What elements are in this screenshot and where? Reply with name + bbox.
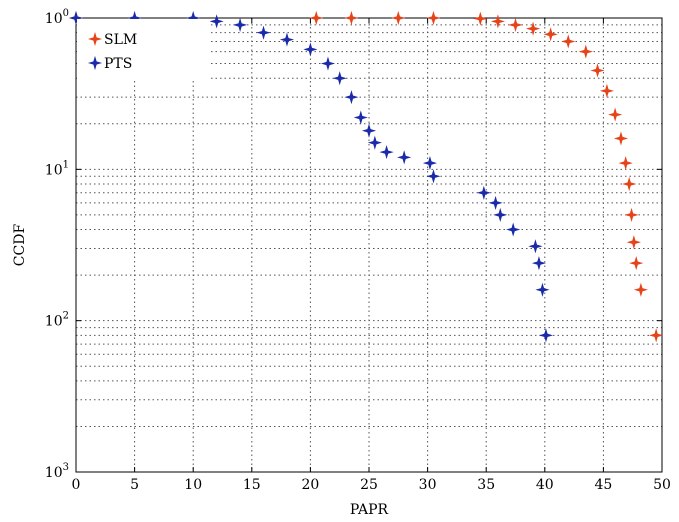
marker-pts <box>344 90 359 105</box>
marker-slm <box>624 207 639 222</box>
marker-pts <box>379 145 394 160</box>
legend: SLM PTS <box>77 19 210 80</box>
x-tick-label: 20 <box>301 477 319 493</box>
marker-pts <box>531 256 547 271</box>
marker-slm <box>344 10 359 26</box>
marker-pts <box>361 123 377 138</box>
data-markers <box>68 10 664 343</box>
marker-slm <box>649 328 664 343</box>
legend-marker-pts <box>87 55 103 71</box>
marker-slm <box>618 156 633 171</box>
marker-slm <box>526 21 541 36</box>
marker-pts <box>493 207 508 222</box>
marker-slm <box>561 34 576 49</box>
marker-slm <box>508 17 523 32</box>
y-tick-label: 102 <box>45 311 69 330</box>
x-tick-label: 50 <box>653 477 671 493</box>
x-tick-label: 35 <box>477 477 495 493</box>
marker-pts <box>233 17 248 32</box>
marker-pts <box>538 328 554 343</box>
marker-pts <box>68 10 84 26</box>
legend-marker-slm <box>87 31 103 47</box>
marker-pts <box>426 169 441 184</box>
x-tick-label: 5 <box>130 477 139 493</box>
y-axis-label: CCDF <box>12 224 28 267</box>
marker-pts <box>506 222 521 237</box>
marker-slm <box>608 107 623 122</box>
marker-pts <box>535 282 550 297</box>
y-tick-label: 100 <box>45 8 69 27</box>
marker-pts <box>476 185 491 200</box>
marker-slm <box>543 27 558 42</box>
grid-lines <box>76 18 662 472</box>
x-tick-label: 30 <box>419 477 437 493</box>
x-tick-label: 40 <box>536 477 554 493</box>
marker-pts <box>256 25 271 40</box>
x-tick-label: 25 <box>360 477 378 493</box>
marker-slm <box>309 10 324 26</box>
x-tick-label: 0 <box>72 477 81 493</box>
marker-slm <box>613 131 629 146</box>
marker-slm <box>490 14 505 29</box>
marker-pts <box>397 150 412 165</box>
marker-pts <box>528 239 543 254</box>
marker-pts <box>353 110 368 125</box>
marker-pts <box>367 135 382 150</box>
axis-ticks: 0 5 10 15 20 25 30 35 40 45 50 100 101 102 103 <box>45 8 671 493</box>
marker-slm <box>622 176 637 192</box>
y-tick-label: 101 <box>45 159 69 178</box>
marker-slm <box>590 63 605 78</box>
marker-pts <box>422 155 438 171</box>
marker-slm <box>633 282 648 297</box>
legend-label-pts: PTS <box>104 56 132 72</box>
marker-pts <box>279 32 295 47</box>
x-tick-label: 15 <box>243 477 261 493</box>
marker-pts <box>320 56 336 71</box>
marker-pts <box>488 195 503 210</box>
marker-slm <box>626 235 641 250</box>
marker-slm <box>578 44 593 59</box>
marker-slm <box>391 10 406 26</box>
x-axis-label: PAPR <box>350 502 389 518</box>
y-tick-label: 103 <box>45 462 69 481</box>
legend-label-slm: SLM <box>104 32 137 48</box>
marker-slm <box>426 10 441 26</box>
legend-box <box>77 19 210 80</box>
marker-pts <box>332 71 347 86</box>
marker-slm <box>629 256 644 271</box>
marker-slm <box>599 83 614 98</box>
marker-pts <box>303 42 318 57</box>
x-tick-label: 45 <box>594 477 612 493</box>
marker-slm <box>473 11 488 26</box>
x-tick-label: 10 <box>184 477 202 493</box>
marker-pts <box>209 14 224 29</box>
